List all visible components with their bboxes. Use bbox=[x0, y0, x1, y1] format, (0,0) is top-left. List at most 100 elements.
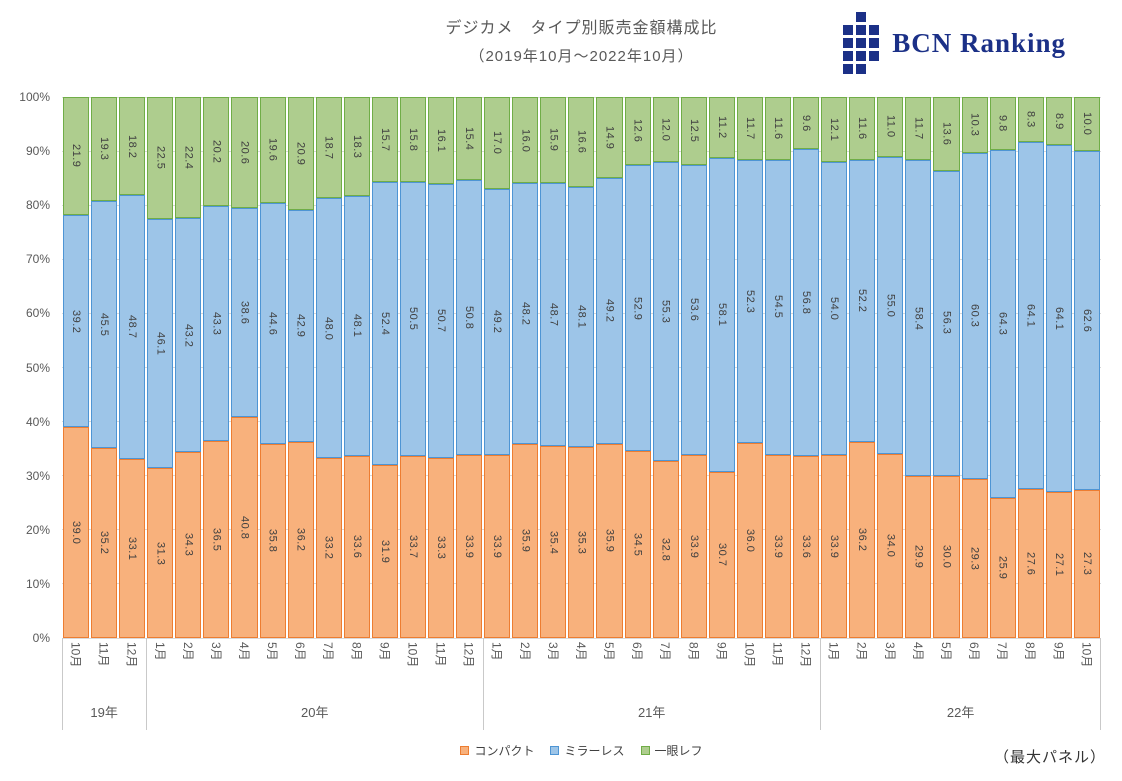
data-label: 58.4 bbox=[912, 306, 925, 330]
segment-dslr: 11.2 bbox=[708, 97, 735, 158]
data-label: 29.9 bbox=[912, 545, 925, 569]
segment-dslr: 11.7 bbox=[736, 97, 763, 161]
data-label: 39.0 bbox=[70, 520, 83, 545]
data-label: 17.0 bbox=[491, 131, 504, 155]
x-tick-label: 10月 bbox=[405, 642, 420, 668]
data-label: 48.7 bbox=[126, 315, 139, 339]
x-tick-cell: 12月 bbox=[793, 638, 819, 694]
bar-column: 9.8 64.3 25.9 bbox=[989, 97, 1016, 638]
data-label: 33.7 bbox=[406, 535, 419, 559]
data-label: 36.2 bbox=[294, 528, 307, 552]
segment-compact: 35.3 bbox=[568, 447, 595, 638]
data-label: 50.5 bbox=[406, 307, 419, 331]
segment-mirrorless: 43.2 bbox=[175, 218, 202, 453]
bars: 21.9 39.2 39.0 19.3 45.5 35.2 18.2 48.7 33.1 22.5… bbox=[62, 97, 1101, 638]
x-tick-label: 8月 bbox=[686, 642, 701, 661]
segment-compact: 31.9 bbox=[371, 465, 398, 638]
data-label: 30.0 bbox=[940, 545, 953, 569]
bar-column: 12.0 55.3 32.8 bbox=[652, 97, 679, 638]
x-tick-cell: 9月 bbox=[709, 638, 735, 694]
segment-compact: 34.3 bbox=[175, 452, 202, 638]
segment-dslr: 19.3 bbox=[91, 97, 118, 202]
segment-dslr: 10.3 bbox=[961, 97, 988, 153]
x-tick-cell: 2月 bbox=[849, 638, 875, 694]
segment-compact: 36.5 bbox=[203, 440, 230, 638]
x-tick-cell: 4月 bbox=[905, 638, 931, 694]
x-tick-cell: 1月 bbox=[147, 638, 173, 694]
data-label: 21.9 bbox=[70, 144, 83, 168]
segment-mirrorless: 58.4 bbox=[905, 160, 932, 477]
x-tick-cell: 2月 bbox=[512, 638, 538, 694]
data-label: 16.0 bbox=[519, 128, 532, 152]
bar-column: 10.3 60.3 29.3 bbox=[961, 97, 988, 638]
chart-title-block: デジカメ タイプ別販売金額構成比 （2019年10月～2022年10月） bbox=[62, 14, 1101, 66]
data-label: 35.9 bbox=[519, 529, 532, 553]
data-label: 18.3 bbox=[350, 134, 363, 159]
x-tick-cell: 2月 bbox=[175, 638, 201, 694]
data-label: 11.7 bbox=[743, 117, 756, 140]
data-label: 39.2 bbox=[70, 309, 83, 333]
x-tick-cell: 7月 bbox=[316, 638, 342, 694]
segment-mirrorless: 55.0 bbox=[877, 156, 904, 455]
data-label: 22.4 bbox=[182, 145, 195, 170]
segment-mirrorless: 64.1 bbox=[1017, 141, 1044, 489]
bcn-ranking-logo: BCN Ranking bbox=[843, 12, 1066, 74]
segment-compact: 29.9 bbox=[905, 476, 932, 638]
data-label: 49.2 bbox=[603, 298, 616, 323]
bar-column: 11.0 55.0 34.0 bbox=[877, 97, 904, 638]
x-tick-cell: 10月 bbox=[1074, 638, 1100, 694]
data-label: 56.3 bbox=[940, 311, 953, 335]
segment-compact: 30.7 bbox=[708, 471, 735, 638]
data-label: 25.9 bbox=[996, 556, 1009, 580]
x-axis-month-labels: 10月 11月 12月 1月 2月 3月 4月 5月 6月 7月 8月 9月 10月 11月 12月 1月 2月… bbox=[62, 638, 1101, 694]
bar-column: 20.9 42.9 36.2 bbox=[287, 97, 314, 638]
segment-compact: 29.3 bbox=[961, 479, 988, 638]
y-tick-label: 90% bbox=[25, 144, 50, 159]
x-tick-label: 4月 bbox=[910, 642, 925, 661]
bcn-logo-icon bbox=[843, 12, 880, 74]
segment-compact: 33.9 bbox=[484, 454, 511, 638]
x-tick-cell: 10月 bbox=[63, 638, 89, 694]
segment-dslr: 9.8 bbox=[989, 97, 1016, 151]
logo-square bbox=[869, 64, 879, 74]
segment-compact: 35.2 bbox=[91, 447, 118, 638]
bar-column: 8.9 64.1 27.1 bbox=[1045, 97, 1072, 638]
year-separator bbox=[483, 638, 485, 730]
x-tick-label: 9月 bbox=[377, 642, 392, 661]
segment-compact: 34.0 bbox=[877, 454, 904, 638]
y-tick-label: 100% bbox=[19, 90, 50, 104]
bar-column: 20.2 43.3 36.5 bbox=[203, 97, 230, 638]
segment-compact: 39.0 bbox=[63, 427, 90, 638]
data-label: 12.5 bbox=[687, 119, 700, 143]
x-tick-label: 7月 bbox=[658, 642, 673, 661]
data-label: 33.6 bbox=[350, 535, 363, 559]
data-label: 55.3 bbox=[659, 299, 672, 323]
data-label: 36.0 bbox=[743, 528, 756, 553]
x-tick-label: 3月 bbox=[882, 642, 897, 661]
data-label: 15.4 bbox=[463, 126, 476, 151]
bar-column: 19.6 44.6 35.8 bbox=[259, 97, 286, 638]
segment-dslr: 15.7 bbox=[371, 97, 398, 182]
x-tick-label: 5月 bbox=[265, 642, 280, 661]
x-tick-label: 6月 bbox=[630, 642, 645, 661]
data-label: 64.1 bbox=[1024, 303, 1037, 327]
bar-column: 16.0 48.2 35.9 bbox=[512, 97, 539, 638]
data-label: 27.3 bbox=[1080, 552, 1093, 576]
segment-mirrorless: 48.2 bbox=[512, 183, 539, 444]
segment-compact: 33.3 bbox=[428, 458, 455, 638]
data-label: 11.0 bbox=[884, 115, 897, 139]
data-label: 48.1 bbox=[575, 305, 588, 329]
segment-compact: 35.9 bbox=[512, 443, 539, 638]
x-tick-label: 12月 bbox=[461, 642, 476, 668]
segment-mirrorless: 48.1 bbox=[343, 196, 370, 457]
x-tick-label: 4月 bbox=[573, 642, 588, 661]
bar-column: 12.6 52.9 34.5 bbox=[624, 97, 651, 638]
segment-dslr: 12.1 bbox=[821, 97, 848, 163]
data-label: 32.8 bbox=[659, 537, 672, 562]
x-tick-label: 4月 bbox=[237, 642, 251, 661]
segment-dslr: 20.6 bbox=[231, 97, 258, 209]
segment-dslr: 22.5 bbox=[147, 97, 174, 219]
bar-column: 12.1 54.0 33.9 bbox=[821, 97, 848, 638]
x-tick-label: 8月 bbox=[1023, 642, 1038, 661]
